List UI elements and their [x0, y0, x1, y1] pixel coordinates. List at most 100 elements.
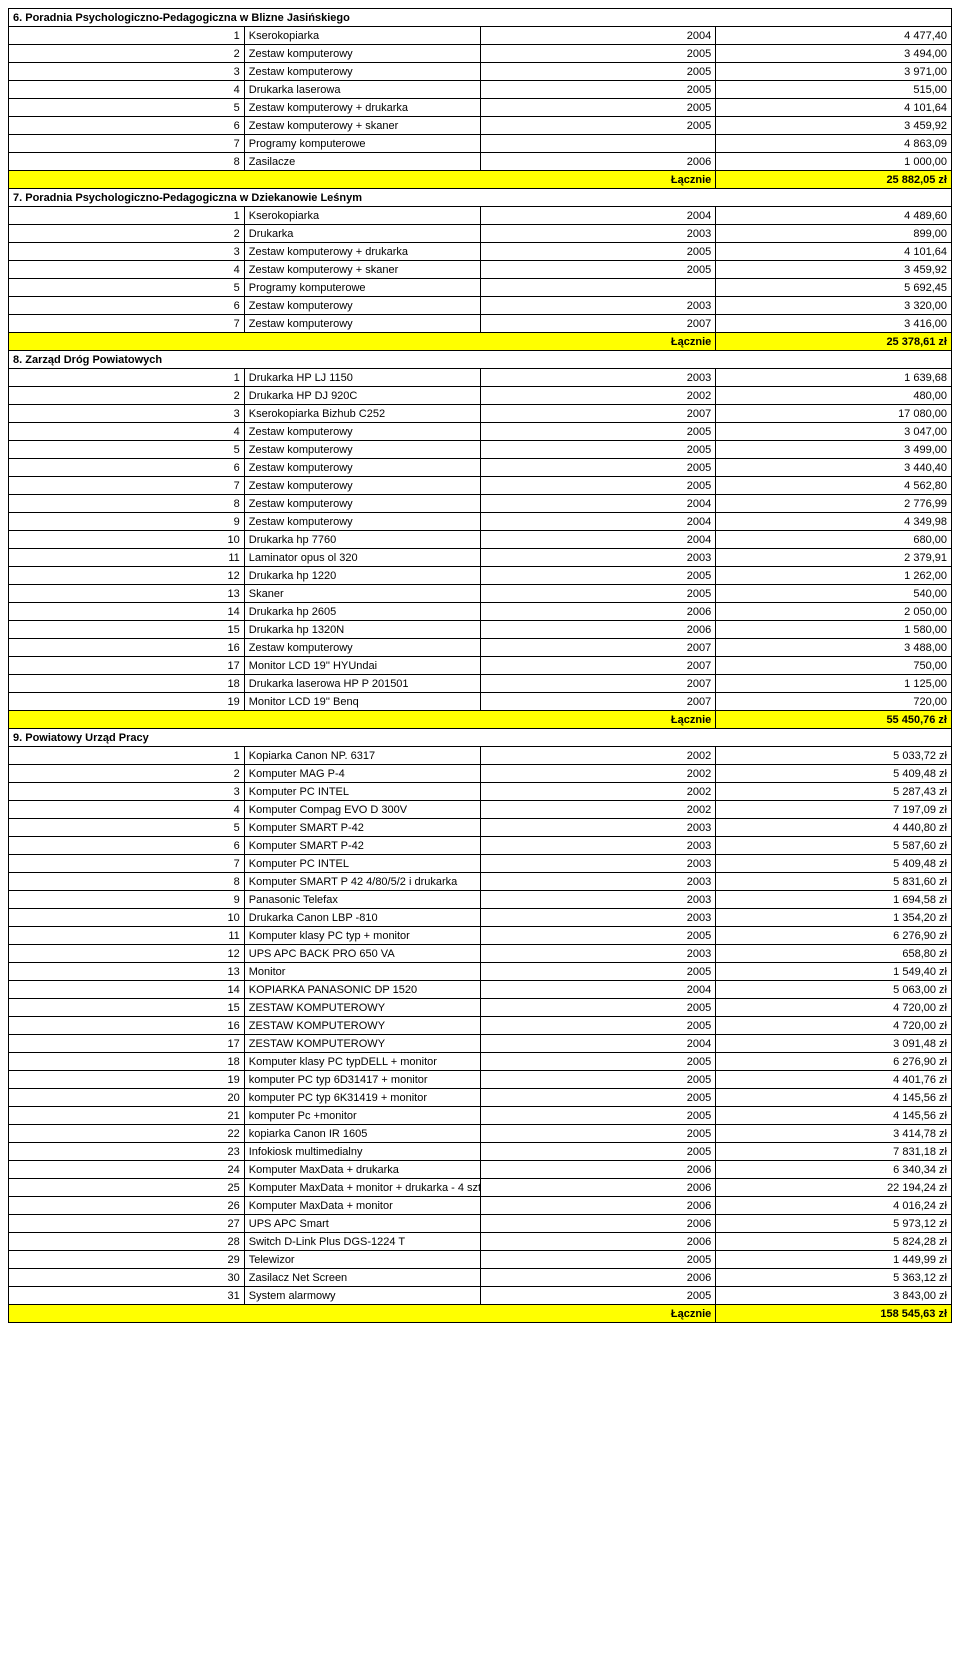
row-value: 5 831,60 zł: [716, 873, 952, 891]
row-value: 720,00: [716, 693, 952, 711]
row-number: 7: [9, 135, 245, 153]
row-number: 5: [9, 441, 245, 459]
row-number: 2: [9, 765, 245, 783]
row-number: 8: [9, 153, 245, 171]
row-year: 2005: [480, 963, 716, 981]
row-number: 19: [9, 693, 245, 711]
row-description: Drukarka laserowa: [244, 81, 480, 99]
row-year: 2005: [480, 567, 716, 585]
row-description: Zestaw komputerowy: [244, 477, 480, 495]
row-number: 7: [9, 477, 245, 495]
row-number: 16: [9, 639, 245, 657]
row-value: 4 101,64: [716, 243, 952, 261]
row-year: 2005: [480, 459, 716, 477]
row-value: 6 276,90 zł: [716, 1053, 952, 1071]
row-description: Komputer PC INTEL: [244, 783, 480, 801]
row-year: 2004: [480, 981, 716, 999]
table-row: 12UPS APC BACK PRO 650 VA2003658,80 zł: [9, 945, 952, 963]
total-label: Łącznie: [9, 333, 716, 351]
row-year: 2006: [480, 1161, 716, 1179]
row-description: Komputer SMART P 42 4/80/5/2 i drukarka: [244, 873, 480, 891]
table-row: 1Kopiarka Canon NP. 631720025 033,72 zł: [9, 747, 952, 765]
row-number: 6: [9, 297, 245, 315]
row-year: 2005: [480, 261, 716, 279]
row-number: 27: [9, 1215, 245, 1233]
row-description: Komputer Compag EVO D 300V: [244, 801, 480, 819]
row-description: System alarmowy: [244, 1287, 480, 1305]
row-year: 2005: [480, 999, 716, 1017]
table-row: 11Laminator opus ol 32020032 379,91: [9, 549, 952, 567]
row-value: 4 440,80 zł: [716, 819, 952, 837]
table-row: 7Programy komputerowe4 863,09: [9, 135, 952, 153]
row-number: 11: [9, 549, 245, 567]
row-year: 2004: [480, 27, 716, 45]
row-year: 2005: [480, 117, 716, 135]
row-year: 2007: [480, 639, 716, 657]
row-description: Telewizor: [244, 1251, 480, 1269]
row-value: 3 459,92: [716, 117, 952, 135]
row-value: 17 080,00: [716, 405, 952, 423]
table-row: 23Infokiosk multimedialny20057 831,18 zł: [9, 1143, 952, 1161]
row-value: 480,00: [716, 387, 952, 405]
table-row: 8Zasilacze20061 000,00: [9, 153, 952, 171]
row-number: 22: [9, 1125, 245, 1143]
row-year: 2006: [480, 1269, 716, 1287]
row-number: 15: [9, 999, 245, 1017]
row-number: 7: [9, 315, 245, 333]
table-row: 28Switch D-Link Plus DGS-1224 T20065 824…: [9, 1233, 952, 1251]
row-year: 2005: [480, 423, 716, 441]
row-description: Zestaw komputerowy: [244, 513, 480, 531]
total-label: Łącznie: [9, 711, 716, 729]
row-value: 4 145,56 zł: [716, 1089, 952, 1107]
table-row: 6Komputer SMART P-4220035 587,60 zł: [9, 837, 952, 855]
table-row: 4Komputer Compag EVO D 300V20027 197,09 …: [9, 801, 952, 819]
row-value: 3 843,00 zł: [716, 1287, 952, 1305]
row-number: 4: [9, 423, 245, 441]
row-year: 2003: [480, 819, 716, 837]
table-row: 16ZESTAW KOMPUTEROWY20054 720,00 zł: [9, 1017, 952, 1035]
row-description: UPS APC BACK PRO 650 VA: [244, 945, 480, 963]
row-number: 1: [9, 369, 245, 387]
row-number: 17: [9, 657, 245, 675]
row-number: 5: [9, 819, 245, 837]
row-year: 2003: [480, 225, 716, 243]
row-number: 9: [9, 891, 245, 909]
row-description: Zestaw komputerowy: [244, 441, 480, 459]
row-number: 20: [9, 1089, 245, 1107]
table-row: 11Komputer klasy PC typ + monitor20056 2…: [9, 927, 952, 945]
row-value: 3 047,00: [716, 423, 952, 441]
table-row: 2Zestaw komputerowy20053 494,00: [9, 45, 952, 63]
row-value: 1 262,00: [716, 567, 952, 585]
row-year: 2005: [480, 585, 716, 603]
row-year: 2005: [480, 81, 716, 99]
row-year: 2006: [480, 603, 716, 621]
row-year: 2005: [480, 243, 716, 261]
table-row: 9Zestaw komputerowy20044 349,98: [9, 513, 952, 531]
row-year: 2007: [480, 315, 716, 333]
total-row: Łącznie158 545,63 zł: [9, 1305, 952, 1323]
row-year: 2002: [480, 747, 716, 765]
row-year: 2005: [480, 1089, 716, 1107]
row-number: 2: [9, 225, 245, 243]
row-number: 4: [9, 801, 245, 819]
row-value: 4 349,98: [716, 513, 952, 531]
table-row: 15Drukarka hp 1320N20061 580,00: [9, 621, 952, 639]
row-value: 1 449,99 zł: [716, 1251, 952, 1269]
row-year: 2004: [480, 495, 716, 513]
row-description: Zestaw komputerowy: [244, 297, 480, 315]
row-description: Zasilacz Net Screen: [244, 1269, 480, 1287]
row-description: Laminator opus ol 320: [244, 549, 480, 567]
row-description: Switch D-Link Plus DGS-1224 T: [244, 1233, 480, 1251]
table-row: 13Skaner2005540,00: [9, 585, 952, 603]
row-number: 30: [9, 1269, 245, 1287]
row-value: 4 401,76 zł: [716, 1071, 952, 1089]
table-row: 10Drukarka Canon LBP -81020031 354,20 zł: [9, 909, 952, 927]
row-number: 19: [9, 1071, 245, 1089]
table-row: 3Zestaw komputerowy + drukarka20054 101,…: [9, 243, 952, 261]
row-value: 4 720,00 zł: [716, 999, 952, 1017]
row-number: 16: [9, 1017, 245, 1035]
table-row: 5Zestaw komputerowy + drukarka20054 101,…: [9, 99, 952, 117]
row-value: 5 063,00 zł: [716, 981, 952, 999]
section-title: 7. Poradnia Psychologiczno-Pedagogiczna …: [9, 189, 952, 207]
table-row: 3Komputer PC INTEL20025 287,43 zł: [9, 783, 952, 801]
